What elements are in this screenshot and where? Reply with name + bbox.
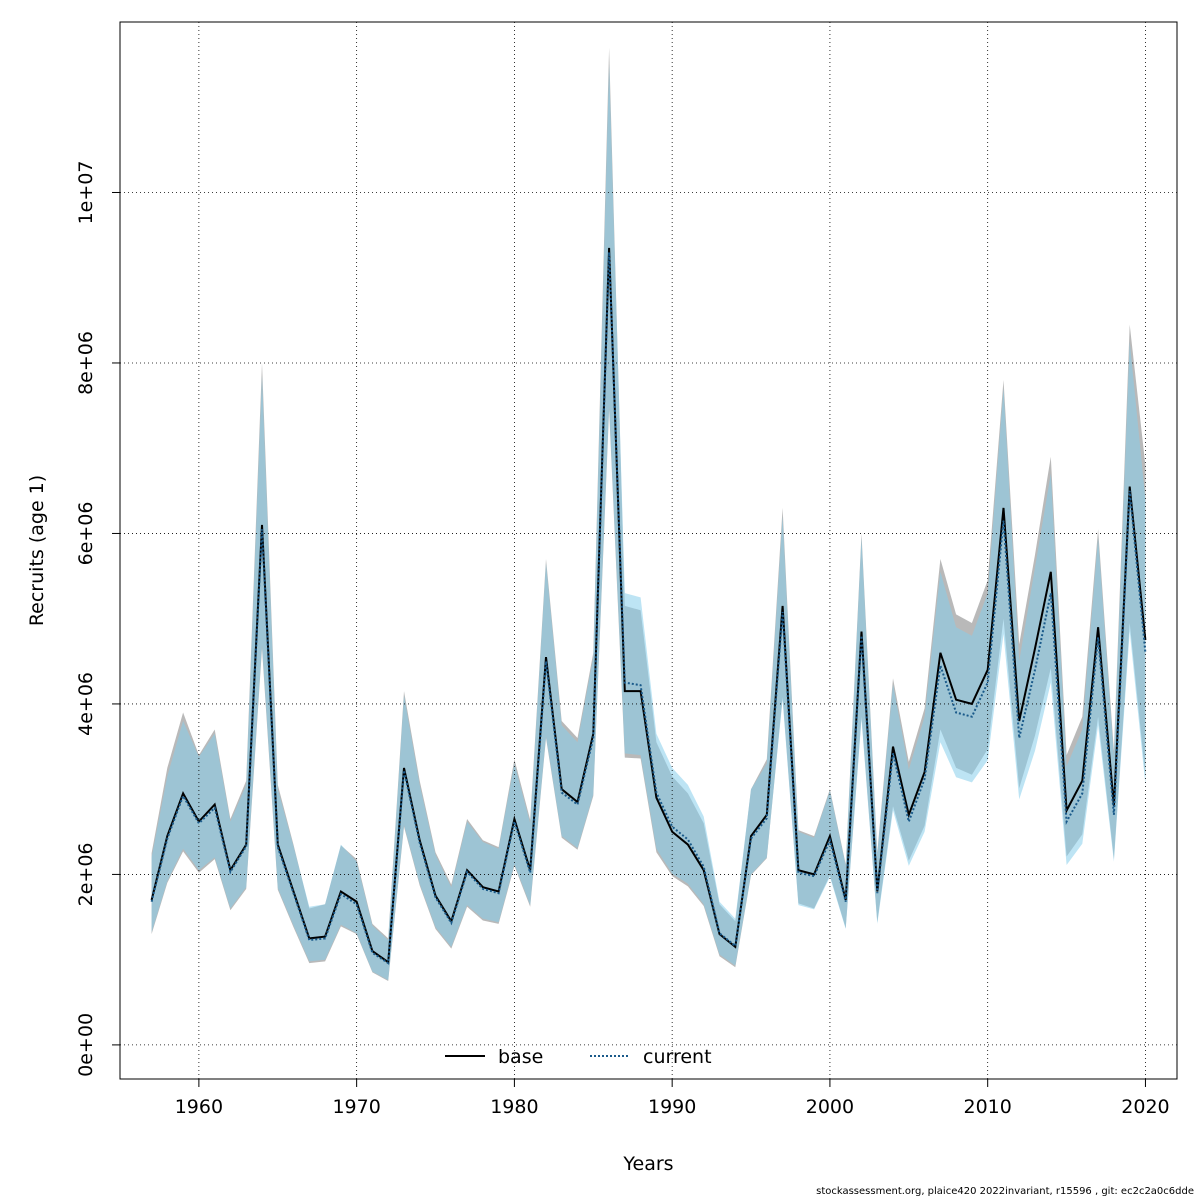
x-tick-label: 1980 xyxy=(490,1096,538,1118)
confidence-band-current xyxy=(151,64,1146,981)
x-tick-label: 1960 xyxy=(175,1096,223,1118)
y-tick-label: 4e+06 xyxy=(75,672,97,736)
y-tick-label: 0e+00 xyxy=(75,1013,97,1077)
series-line-current xyxy=(150,252,1147,965)
y-tick-label: 1e+07 xyxy=(75,161,97,225)
x-axis: 1960 1970 1980 1990 2000 2010 2020 xyxy=(175,1079,1170,1118)
y-axis-title: Recruits (age 1) xyxy=(26,475,48,626)
footer-credit: stockassessment.org, plaice420 2022invar… xyxy=(816,1186,1194,1197)
plot-frame xyxy=(119,21,1178,1080)
y-tick-label: 6e+06 xyxy=(75,502,97,566)
x-tick-label: 2020 xyxy=(1121,1096,1169,1118)
y-tick-label: 2e+06 xyxy=(75,842,97,906)
x-axis-title: Years xyxy=(622,1153,673,1175)
confidence-bands xyxy=(151,47,1146,982)
x-tick-label: 1990 xyxy=(648,1096,696,1118)
x-tick-label: 2000 xyxy=(806,1096,854,1118)
legend-label-current: current xyxy=(643,1046,712,1068)
grid-lines xyxy=(120,22,1177,1079)
y-axis: 0e+00 2e+06 4e+06 6e+06 8e+06 1e+07 xyxy=(75,161,120,1077)
legend: base current xyxy=(445,1046,712,1068)
y-tick-label: 8e+06 xyxy=(75,331,97,395)
series-lines xyxy=(150,247,1147,965)
legend-label-base: base xyxy=(498,1046,543,1068)
x-tick-label: 1970 xyxy=(332,1096,380,1118)
x-tick-label: 2010 xyxy=(964,1096,1012,1118)
